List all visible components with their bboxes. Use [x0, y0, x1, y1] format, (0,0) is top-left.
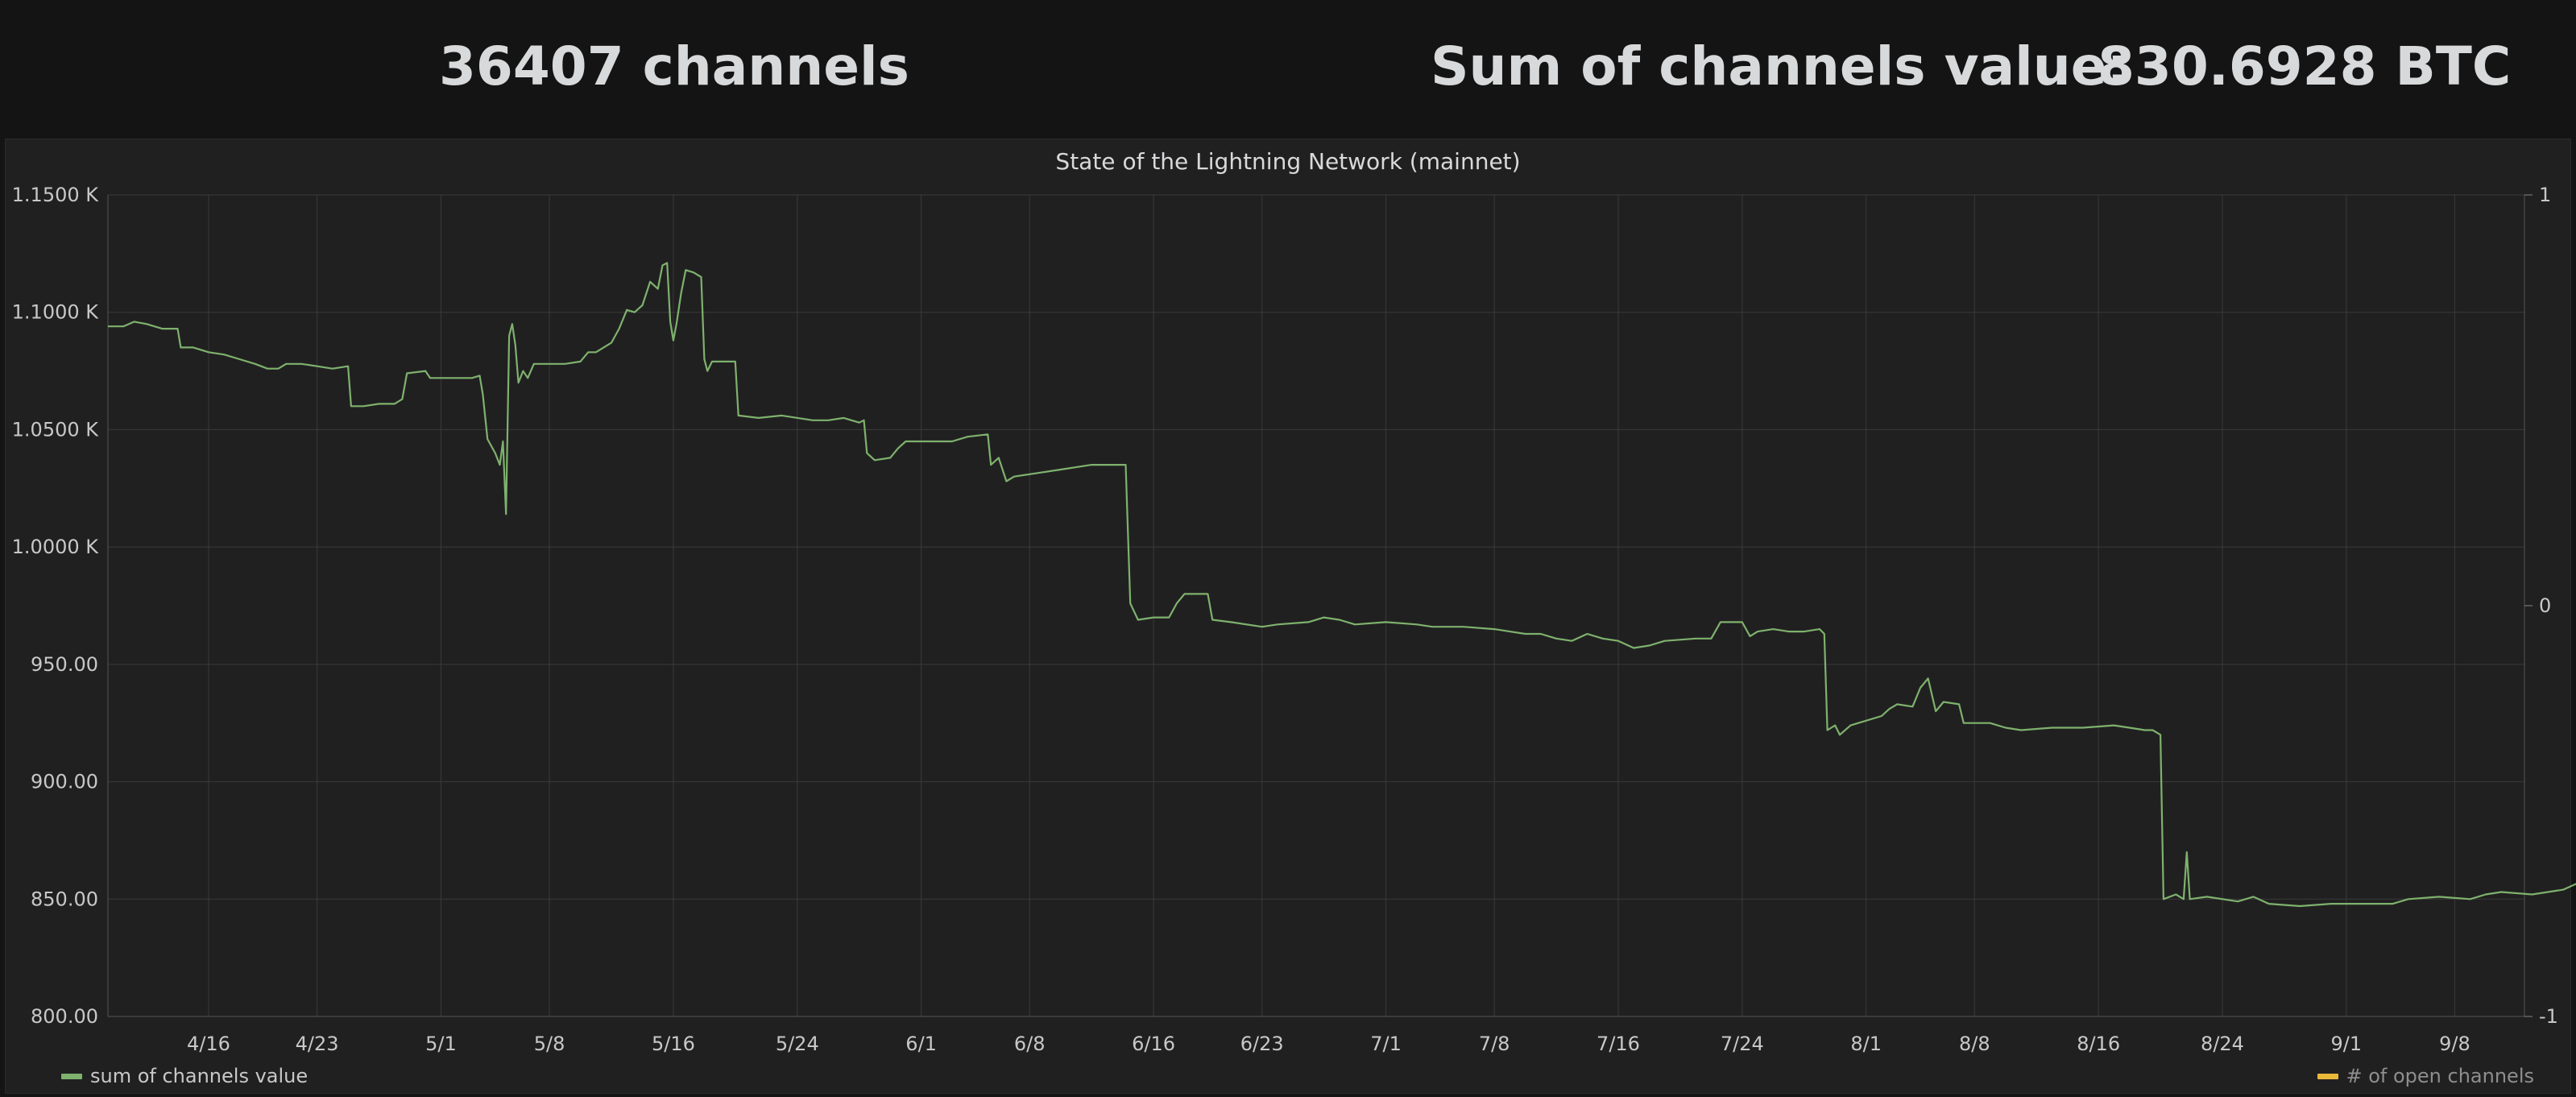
x-tick-label: 7/8 [1479, 1033, 1510, 1055]
legend-swatch-orange [2317, 1073, 2338, 1079]
x-tick-label: 5/8 [534, 1033, 565, 1055]
x-tick-label: 7/16 [1597, 1033, 1640, 1055]
x-tick-label: 5/1 [425, 1033, 457, 1055]
y-tick-label: 900.00 [31, 771, 98, 793]
x-tick-label: 5/16 [652, 1033, 695, 1055]
sum-value-stat: 830.6928 BTC [2098, 35, 2512, 97]
series-line-sum-of-channels-value [108, 262, 2576, 908]
stats-bar: 36407 channels Sum of channels value: 83… [0, 0, 2576, 134]
y-tick-label: 1.0000 K [12, 536, 100, 558]
y-tick-label: 1.0500 K [12, 418, 100, 441]
x-tick-label: 9/1 [2331, 1033, 2363, 1055]
axes: 800.00 850.00 900.00 950.00 1.0000 K 1.0500 K… [12, 184, 2558, 1055]
legend-label-sum: sum of channels value [90, 1065, 309, 1087]
x-tick-label: 6/1 [905, 1033, 937, 1055]
y-right-tick-label: 0 [2539, 594, 2551, 617]
x-tick-label: 6/23 [1240, 1033, 1284, 1055]
y-tick-label: 850.00 [31, 888, 98, 910]
legend-item-open-channels[interactable]: # of open channels [2317, 1065, 2535, 1087]
series-layer [108, 262, 2576, 908]
y-tick-label: 950.00 [31, 653, 98, 676]
x-tick-label: 5/24 [776, 1033, 819, 1055]
graph-panel[interactable] [5, 139, 2571, 1094]
legend-swatch-green [61, 1073, 82, 1079]
x-tick-label: 8/16 [2077, 1033, 2120, 1055]
sum-value-label: Sum of channels value: [1431, 35, 2128, 97]
y-tick-label: 800.00 [31, 1005, 98, 1028]
legend-label-open-channels: # of open channels [2346, 1065, 2535, 1087]
x-tick-label: 4/23 [296, 1033, 339, 1055]
grid-lines [108, 194, 2524, 1017]
x-tick-label: 7/24 [1721, 1033, 1764, 1055]
y-right-tick-label: -1 [2539, 1005, 2558, 1028]
y-tick-label: 1.1000 K [12, 301, 100, 324]
x-tick-label: 9/8 [2439, 1033, 2470, 1055]
panel-title[interactable]: State of the Lightning Network (mainnet) [1055, 148, 1521, 175]
y-tick-label: 1.1500 K [12, 184, 100, 206]
x-tick-label: 6/8 [1014, 1033, 1046, 1055]
y-right-tick-label: 1 [2539, 184, 2551, 206]
legend-item-sum[interactable]: sum of channels value [61, 1065, 308, 1087]
channels-count-stat: 36407 channels [439, 35, 909, 97]
x-tick-label: 6/16 [1132, 1033, 1175, 1055]
x-tick-label: 7/1 [1370, 1033, 1402, 1055]
x-tick-label: 8/24 [2201, 1033, 2244, 1055]
x-tick-label: 4/16 [187, 1033, 230, 1055]
x-tick-label: 8/1 [1850, 1033, 1882, 1055]
x-tick-label: 8/8 [1959, 1033, 1990, 1055]
